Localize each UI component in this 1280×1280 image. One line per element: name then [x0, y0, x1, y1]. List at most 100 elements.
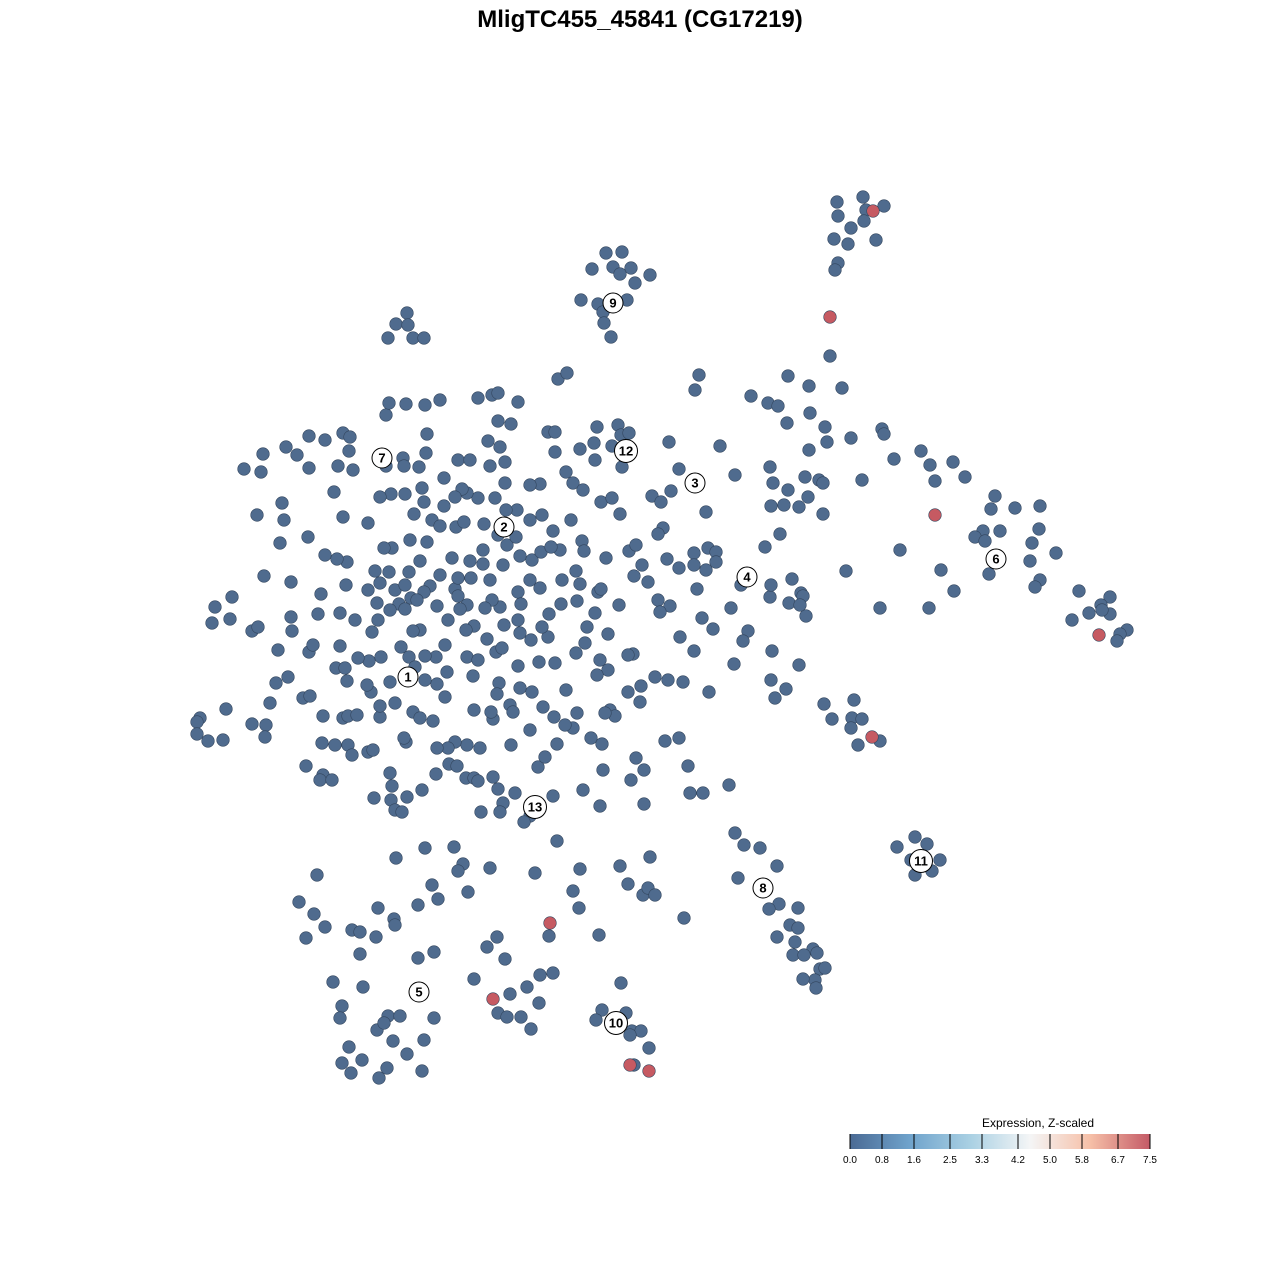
- data-point: [599, 551, 613, 565]
- data-point: [920, 837, 934, 851]
- data-point: [400, 790, 414, 804]
- data-point: [893, 543, 907, 557]
- data-point: [256, 447, 270, 461]
- data-point: [613, 859, 627, 873]
- data-point: [314, 587, 328, 601]
- data-point: [604, 330, 618, 344]
- data-point: [299, 759, 313, 773]
- data-point: [384, 487, 398, 501]
- data-point: [371, 613, 385, 627]
- data-point: [350, 708, 364, 722]
- data-point: [437, 471, 451, 485]
- data-point: [531, 760, 545, 774]
- data-point: [887, 452, 901, 466]
- data-point: [466, 669, 480, 683]
- data-point: [978, 534, 992, 548]
- data-point: [687, 558, 701, 572]
- data-point: [844, 721, 858, 735]
- data-point: [451, 453, 465, 467]
- data-point: [773, 527, 787, 541]
- data-point: [592, 928, 606, 942]
- data-point: [857, 214, 871, 228]
- data-point: [654, 495, 668, 509]
- data-point: [402, 565, 416, 579]
- data-point: [779, 682, 793, 696]
- data-point: [535, 620, 549, 634]
- cluster-label: 11: [909, 849, 933, 873]
- data-point: [651, 527, 665, 541]
- legend-tick-label: 6.7: [1111, 1155, 1125, 1166]
- data-point: [340, 674, 354, 688]
- data-point: [914, 444, 928, 458]
- data-point: [448, 490, 462, 504]
- data-point: [318, 548, 332, 562]
- data-point: [588, 453, 602, 467]
- data-point: [513, 681, 527, 695]
- data-point: [797, 948, 811, 962]
- data-point: [601, 627, 615, 641]
- data-point: [984, 502, 998, 516]
- data-point: [524, 633, 538, 647]
- data-point: [415, 481, 429, 495]
- data-point: [672, 462, 686, 476]
- data-point: [727, 657, 741, 671]
- data-point: [890, 840, 904, 854]
- data-point-high: [543, 916, 557, 930]
- data-point: [463, 554, 477, 568]
- data-point: [660, 552, 674, 566]
- data-point: [706, 622, 720, 636]
- data-point: [643, 268, 657, 282]
- data-point: [523, 573, 537, 587]
- data-point: [382, 565, 396, 579]
- data-point: [922, 601, 936, 615]
- data-point: [629, 538, 643, 552]
- data-point: [310, 868, 324, 882]
- data-point: [362, 654, 376, 668]
- data-point: [869, 233, 883, 247]
- data-point: [828, 263, 842, 277]
- data-point: [415, 1064, 429, 1078]
- data-point: [410, 593, 424, 607]
- data-point: [463, 453, 477, 467]
- data-point: [331, 459, 345, 473]
- data-point: [377, 1016, 391, 1030]
- legend-tick-label: 2.5: [943, 1155, 957, 1166]
- data-point: [614, 976, 628, 990]
- data-point: [498, 455, 512, 469]
- data-point: [947, 584, 961, 598]
- data-point: [1033, 499, 1047, 513]
- data-point: [201, 734, 215, 748]
- data-point: [699, 563, 713, 577]
- data-point: [958, 470, 972, 484]
- data-point: [490, 930, 504, 944]
- data-point: [290, 448, 304, 462]
- data-point: [781, 483, 795, 497]
- data-point: [681, 759, 695, 773]
- data-point: [566, 884, 580, 898]
- legend-tick-label: 1.6: [907, 1155, 921, 1166]
- data-point: [511, 659, 525, 673]
- data-point: [816, 507, 830, 521]
- data-point: [327, 485, 341, 499]
- data-point: [724, 601, 738, 615]
- data-point: [677, 911, 691, 925]
- data-point: [816, 476, 830, 490]
- data-point: [491, 386, 505, 400]
- data-point: [817, 697, 831, 711]
- data-point: [271, 643, 285, 657]
- data-point: [369, 930, 383, 944]
- data-point: [823, 349, 837, 363]
- data-point: [418, 649, 432, 663]
- data-point: [692, 368, 706, 382]
- data-point-high: [865, 730, 879, 744]
- data-point: [511, 585, 525, 599]
- data-point: [844, 221, 858, 235]
- data-point: [550, 737, 564, 751]
- data-point: [1032, 522, 1046, 536]
- data-point: [839, 564, 853, 578]
- data-point: [687, 546, 701, 560]
- data-point: [457, 515, 471, 529]
- data-point: [770, 930, 784, 944]
- data-point: [856, 190, 870, 204]
- data-point: [513, 626, 527, 640]
